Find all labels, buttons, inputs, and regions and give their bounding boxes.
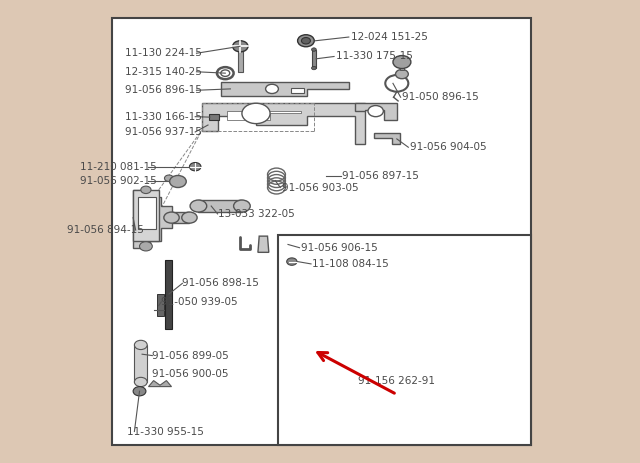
Circle shape	[234, 200, 250, 212]
Text: 11-330 175-15: 11-330 175-15	[336, 51, 413, 62]
Text: 91-056 897-15: 91-056 897-15	[342, 171, 419, 181]
Polygon shape	[202, 103, 365, 144]
Text: 91-056 904-05: 91-056 904-05	[410, 142, 486, 152]
Text: 91-056 896-15: 91-056 896-15	[125, 85, 202, 95]
Bar	[278, 235, 531, 445]
Bar	[312, 50, 316, 68]
Circle shape	[189, 163, 201, 171]
Bar	[238, 50, 243, 72]
Text: 91-050 896-15: 91-050 896-15	[402, 92, 479, 102]
Circle shape	[133, 387, 146, 396]
Circle shape	[217, 67, 234, 79]
Text: 91-056 937-15: 91-056 937-15	[125, 127, 202, 137]
Text: 13-033 322-05: 13-033 322-05	[218, 209, 294, 219]
Circle shape	[368, 106, 383, 117]
Text: 91-056 894-15: 91-056 894-15	[67, 225, 144, 235]
Circle shape	[164, 212, 179, 223]
Polygon shape	[374, 133, 400, 144]
Text: 91-056 900-05: 91-056 900-05	[152, 369, 229, 379]
Bar	[291, 88, 304, 93]
Text: 91-050 939-05: 91-050 939-05	[161, 297, 238, 307]
Polygon shape	[133, 190, 172, 248]
Bar	[138, 197, 156, 229]
Circle shape	[170, 175, 186, 188]
Circle shape	[312, 48, 316, 51]
Circle shape	[134, 377, 147, 387]
Text: 12-315 140-25: 12-315 140-25	[125, 67, 202, 77]
Circle shape	[266, 84, 278, 94]
Circle shape	[298, 35, 314, 47]
Bar	[209, 114, 219, 120]
Circle shape	[396, 69, 408, 79]
Bar	[400, 62, 404, 70]
Bar	[165, 260, 172, 329]
Circle shape	[141, 186, 151, 194]
Polygon shape	[221, 82, 349, 96]
Bar	[198, 200, 242, 212]
Text: 91-056 898-15: 91-056 898-15	[182, 278, 259, 288]
Text: 11-210 081-15: 11-210 081-15	[80, 162, 157, 172]
Polygon shape	[258, 236, 269, 252]
Circle shape	[393, 56, 411, 69]
Circle shape	[242, 103, 270, 124]
Circle shape	[190, 200, 207, 212]
Text: 11-130 224-15: 11-130 224-15	[125, 48, 202, 58]
Text: 12-024 151-25: 12-024 151-25	[351, 32, 428, 42]
Text: 91-056 899-05: 91-056 899-05	[152, 350, 229, 361]
Circle shape	[287, 258, 297, 265]
Text: 11-108 084-15: 11-108 084-15	[312, 259, 389, 269]
Text: 11-330 166-15: 11-330 166-15	[125, 112, 202, 122]
Text: 91-056 902-15: 91-056 902-15	[80, 176, 157, 187]
Bar	[134, 345, 147, 382]
Polygon shape	[148, 381, 172, 387]
Polygon shape	[133, 190, 159, 241]
Circle shape	[140, 242, 152, 251]
Polygon shape	[227, 111, 301, 120]
Bar	[112, 18, 531, 445]
Circle shape	[164, 175, 173, 181]
Circle shape	[182, 212, 197, 223]
Text: 11-330 955-15: 11-330 955-15	[127, 426, 204, 437]
Circle shape	[233, 41, 248, 52]
Bar	[157, 294, 164, 316]
Circle shape	[312, 66, 316, 70]
Polygon shape	[355, 103, 397, 120]
Text: 91-056 903-05: 91-056 903-05	[282, 182, 358, 193]
Circle shape	[134, 340, 147, 350]
Circle shape	[301, 38, 310, 44]
Circle shape	[221, 70, 230, 76]
Bar	[172, 212, 189, 223]
Text: 91-156 262-91: 91-156 262-91	[358, 375, 435, 386]
Text: 91-056 906-15: 91-056 906-15	[301, 243, 378, 253]
